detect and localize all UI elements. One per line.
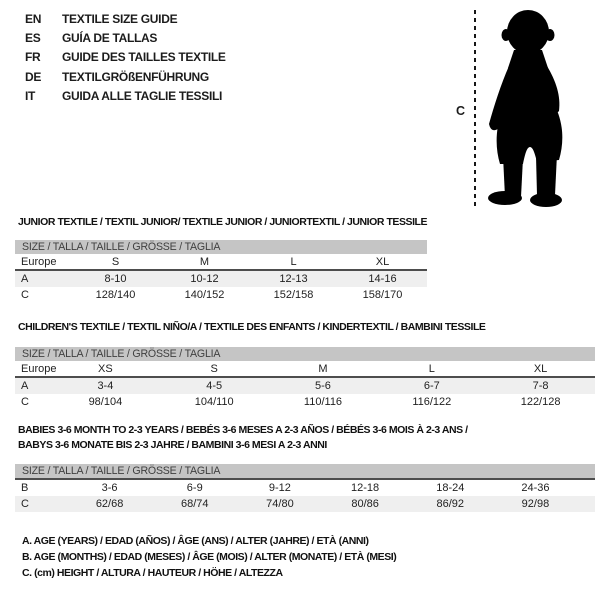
language-title: TEXTILGRÖßENFÜHRUNG — [62, 69, 209, 84]
language-title: GUÍA DE TALLAS — [62, 31, 158, 46]
table-cell: 7-8 — [532, 380, 549, 392]
table-cell: 6-9 — [186, 482, 203, 494]
language-row: ES GUÍA DE TALLAS — [25, 28, 226, 47]
table-cell: 10-12 — [190, 273, 219, 285]
language-code: DE — [25, 69, 42, 84]
language-row: DE TEXTILGRÖßENFÜHRUNG — [25, 67, 226, 86]
footnote-line: C. (cm) HEIGHT / ALTURA / HAUTEUR / HÖHE… — [22, 567, 283, 580]
table-cell: 24-36 — [521, 482, 550, 494]
size-table-section: CHILDREN'S TEXTILE / TEXTIL NIÑO/A / TEX… — [15, 320, 595, 410]
table-row: C 62/68 68/74 74/80 80/86 86/92 92/98 — [15, 496, 595, 512]
table-row: C 98/104 104/110 110/116 116/122 122/128 — [15, 394, 595, 410]
language-title: GUIDA ALLE TAGLIE TESSILI — [62, 89, 223, 104]
table-cell: 140/152 — [184, 289, 225, 301]
row-label: C — [21, 396, 29, 408]
table-cell: M — [318, 362, 328, 375]
language-code: ES — [25, 31, 41, 46]
table-row: A 8-10 10-12 12-13 14-16 — [15, 271, 427, 287]
table-cell: 18-24 — [436, 482, 465, 494]
language-title: GUIDE DES TAILLES TEXTILE — [62, 50, 226, 65]
table-cell: 92/98 — [521, 498, 550, 510]
language-row: FR GUIDE DES TAILLES TEXTILE — [25, 48, 226, 67]
section-heading: JUNIOR TEXTILE / TEXTIL JUNIOR/ TEXTILE … — [15, 215, 428, 230]
table-cell: 128/140 — [95, 289, 136, 301]
table-cell: 9-12 — [268, 482, 291, 494]
language-code: FR — [25, 50, 41, 65]
size-header-row: Europe XS S M L XL — [15, 361, 595, 378]
table-cell: XL — [533, 362, 548, 375]
table-cell: 14-16 — [368, 273, 397, 285]
table-cell: M — [199, 255, 210, 268]
section-heading-line: BABYS 3-6 MONATE BIS 2-3 JAHRE / BAMBINI… — [18, 438, 327, 451]
table-cell: L — [290, 255, 297, 268]
size-bar: SIZE / TALLA / TAILLE / GRÖSSE / TAGLIA — [15, 347, 595, 361]
section-heading-line: BABIES 3-6 MONTH TO 2-3 YEARS / BEBÉS 3-… — [18, 424, 468, 436]
table-cell: S — [111, 255, 120, 268]
table-row: C 128/140 140/152 152/158 158/170 — [15, 287, 427, 303]
row-label: C — [21, 498, 29, 510]
table-cell: 74/80 — [266, 498, 294, 510]
size-header-row: Europe S M L XL — [15, 254, 427, 271]
table-cell: 158/170 — [362, 289, 403, 301]
size-table-section: BABIES 3-6 MONTH TO 2-3 YEARS / BEBÉS 3-… — [15, 423, 595, 512]
row-label: Europe — [21, 255, 57, 268]
language-title: TEXTILE SIZE GUIDE — [62, 11, 178, 26]
table-cell: 12-13 — [279, 273, 308, 285]
table-row: B 3-6 6-9 9-12 12-18 18-24 24-36 — [15, 480, 595, 496]
height-measure-dashed-line — [474, 10, 476, 206]
section-heading: CHILDREN'S TEXTILE / TEXTIL NIÑO/A / TEX… — [15, 320, 595, 335]
table-cell: 98/104 — [88, 396, 123, 408]
language-code: IT — [25, 89, 36, 104]
row-label: Europe — [21, 362, 57, 375]
row-label: B — [21, 482, 29, 494]
table-cell: XS — [98, 362, 113, 375]
table-cell: 152/158 — [273, 289, 314, 301]
footnote-line: A. AGE (YEARS) / EDAD (AÑOS) / ÂGE (ANS)… — [22, 535, 369, 547]
footnotes: A. AGE (YEARS) / EDAD (AÑOS) / ÂGE (ANS)… — [22, 533, 397, 582]
row-label: A — [21, 380, 29, 392]
size-bar: SIZE / TALLA / TAILLE / GRÖSSE / TAGLIA — [15, 464, 595, 480]
table-cell: 62/68 — [95, 498, 124, 510]
height-measure-label: C — [456, 104, 466, 118]
row-label: C — [21, 289, 29, 301]
table-cell: 8-10 — [104, 273, 127, 285]
table-cell: 68/74 — [180, 498, 209, 510]
table-cell: 122/128 — [520, 396, 561, 408]
language-code: EN — [25, 11, 42, 26]
row-label: A — [21, 273, 29, 285]
section-heading-line: CHILDREN'S TEXTILE / TEXTIL NIÑO/A / TEX… — [18, 321, 486, 333]
table-cell: 6-7 — [423, 380, 440, 392]
toddler-silhouette-icon — [488, 10, 563, 207]
table-cell: 5-6 — [315, 380, 331, 392]
table-cell: L — [428, 362, 435, 375]
language-row: EN TEXTILE SIZE GUIDE — [25, 9, 226, 28]
language-row: IT GUIDA ALLE TAGLIE TESSILI — [25, 87, 226, 106]
table-cell: S — [210, 362, 218, 375]
table-cell: 3-6 — [101, 482, 118, 494]
size-table-section: JUNIOR TEXTILE / TEXTIL JUNIOR/ TEXTILE … — [15, 215, 428, 303]
section-heading-line: JUNIOR TEXTILE / TEXTIL JUNIOR/ TEXTILE … — [18, 216, 428, 228]
table-cell: 110/116 — [303, 396, 343, 408]
size-bar: SIZE / TALLA / TAILLE / GRÖSSE / TAGLIA — [15, 240, 427, 254]
table-cell: 3-4 — [97, 380, 114, 392]
table-cell: 116/122 — [412, 396, 452, 408]
table-cell: 12-18 — [351, 482, 380, 494]
table-cell: 104/110 — [194, 396, 234, 408]
footnote-line: B. AGE (MONTHS) / EDAD (MESES) / ÂGE (MO… — [22, 551, 397, 564]
table-row: A 3-4 4-5 5-6 6-7 7-8 — [15, 378, 595, 394]
section-heading: BABIES 3-6 MONTH TO 2-3 YEARS / BEBÉS 3-… — [15, 423, 595, 452]
table-cell: 80/86 — [351, 498, 379, 510]
figure-area: C — [450, 0, 600, 220]
table-cell: XL — [375, 255, 390, 268]
language-list: EN TEXTILE SIZE GUIDE ES GUÍA DE TALLAS FR GU… — [25, 9, 226, 106]
table-cell: 4-5 — [206, 380, 223, 392]
table-cell: 86/92 — [436, 498, 465, 510]
